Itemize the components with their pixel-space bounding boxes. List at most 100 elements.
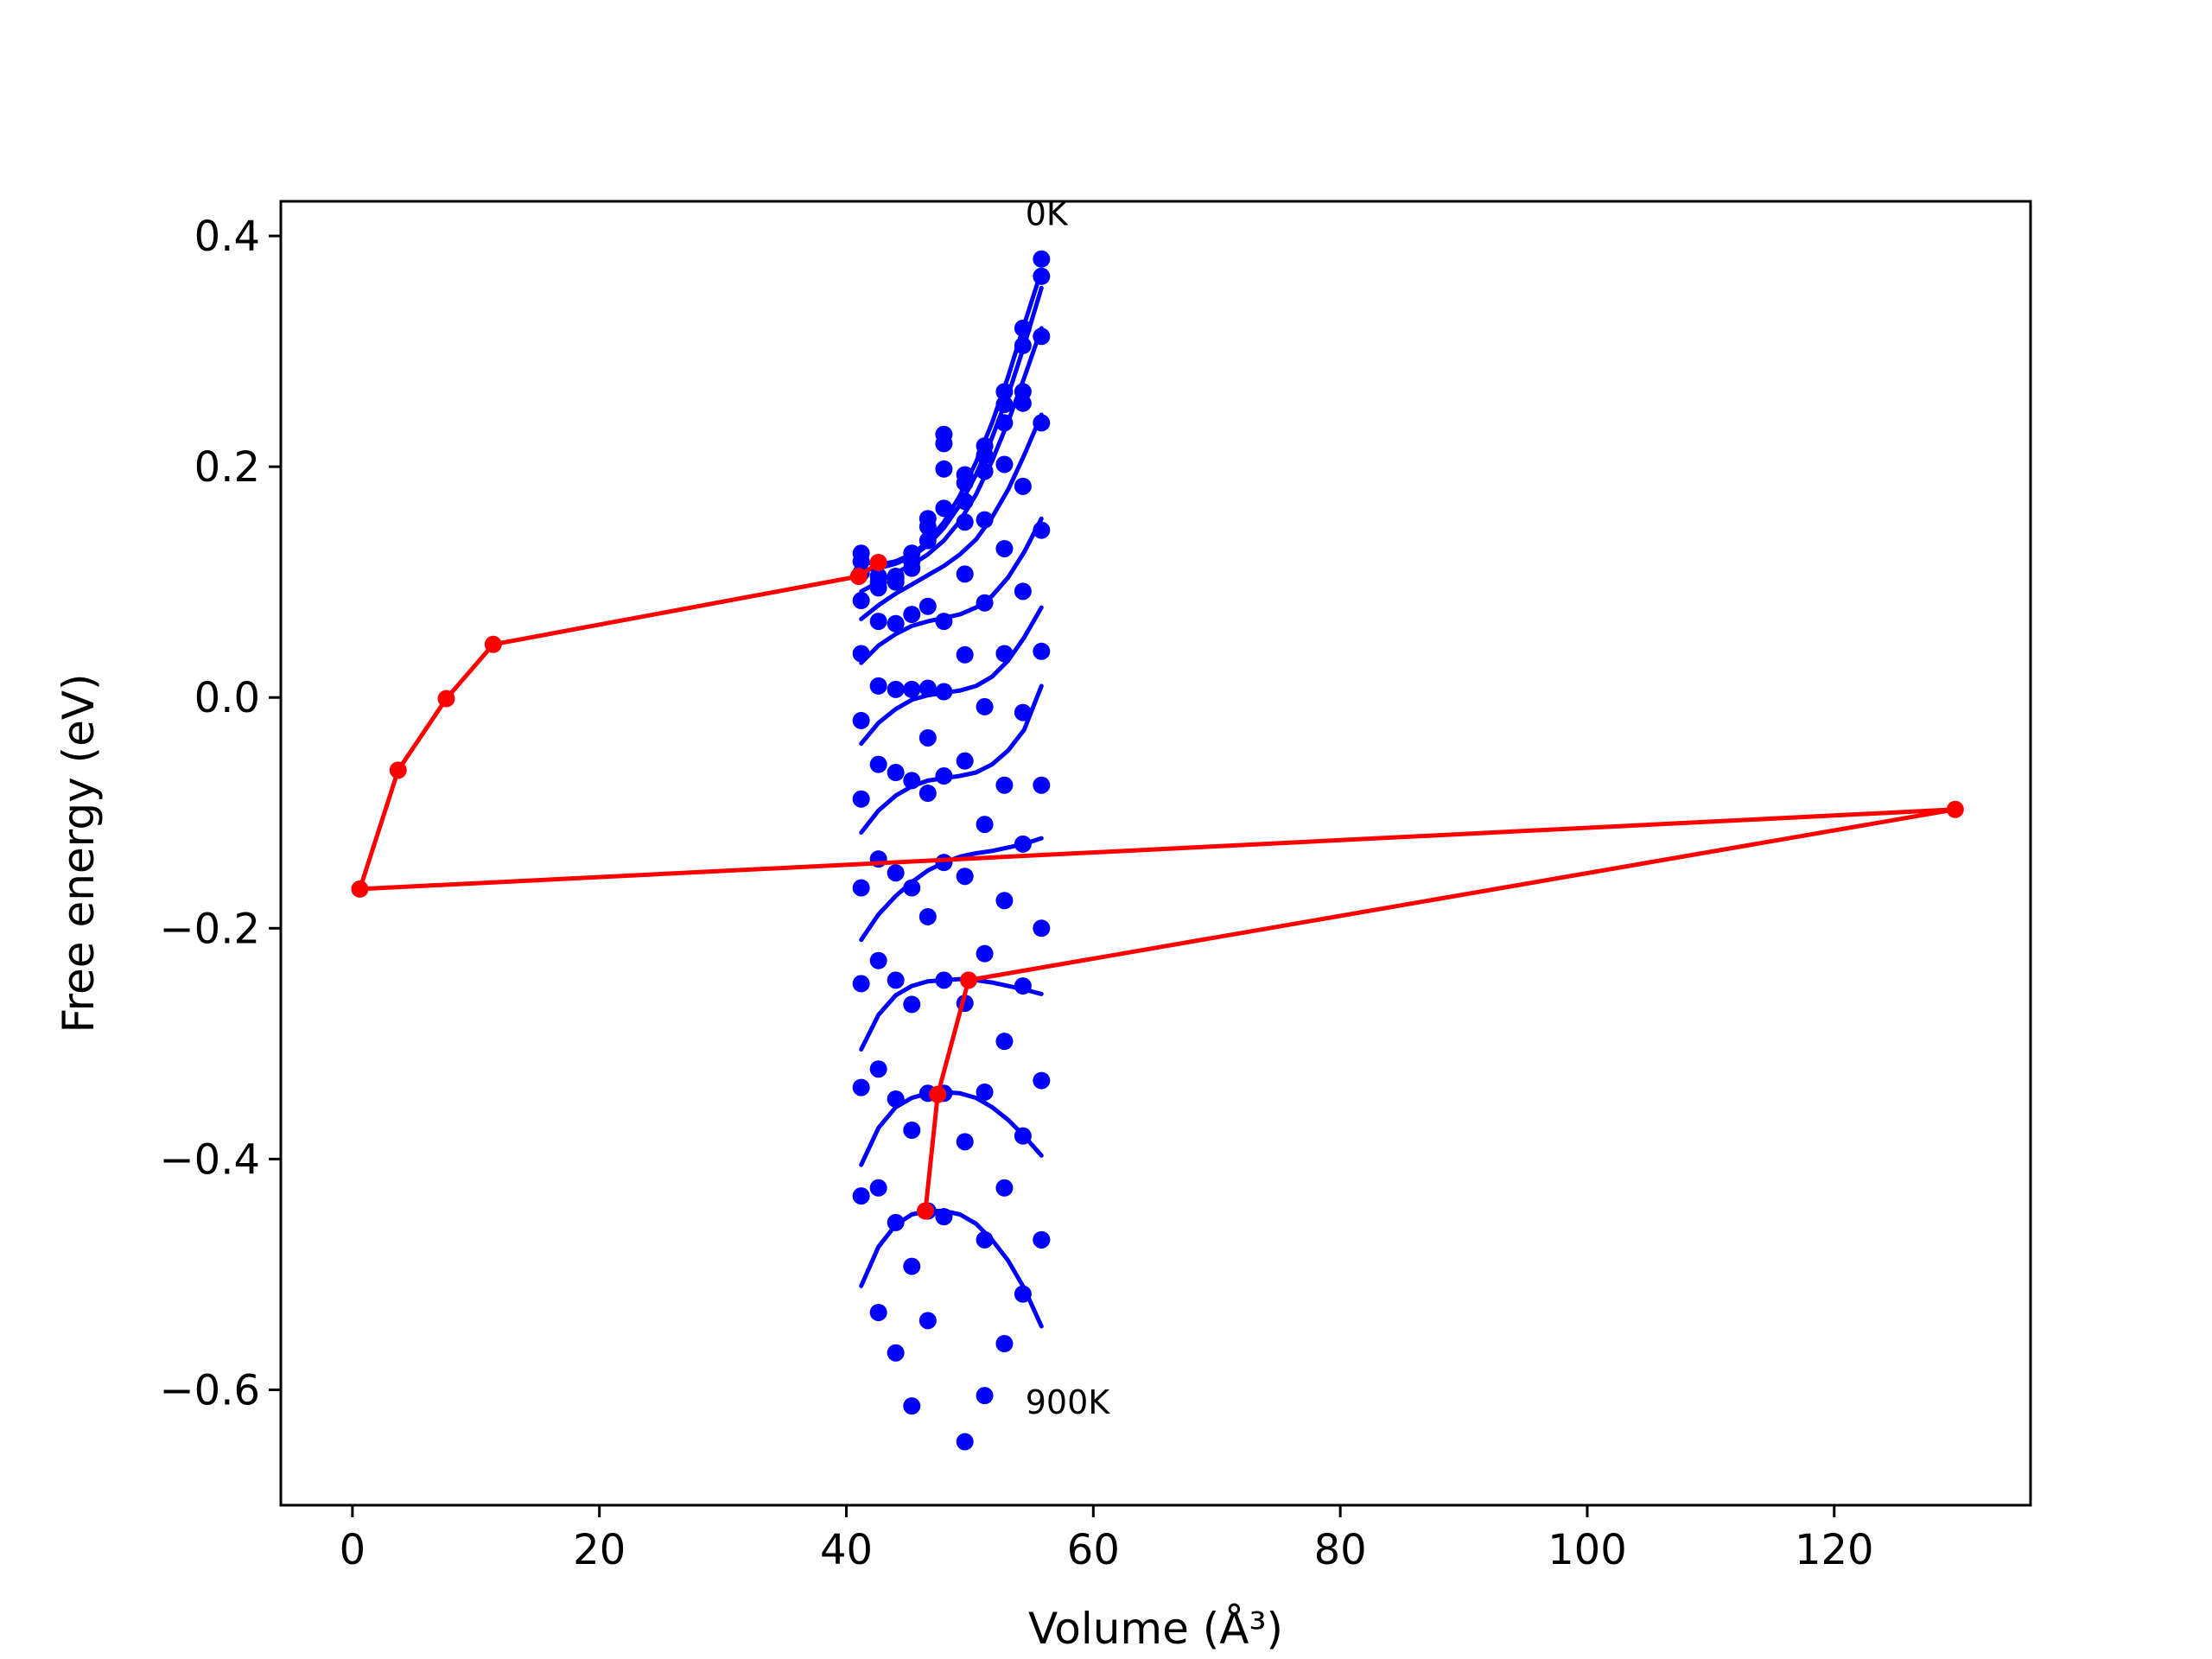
data-point-800k — [852, 975, 870, 993]
x-tick-label: 120 — [1795, 1526, 1874, 1574]
data-point-850k — [1014, 1127, 1032, 1145]
data-point-600k — [918, 785, 937, 803]
data-point-600k — [956, 752, 974, 770]
data-point-700k — [887, 971, 905, 989]
data-point-400k — [852, 645, 870, 663]
data-point-400k — [903, 680, 921, 698]
data-point-700k — [956, 868, 974, 886]
data-point-300k — [887, 614, 905, 632]
x-tick-label: 20 — [573, 1526, 626, 1574]
data-point-800k — [976, 1083, 994, 1101]
data-point-800k — [887, 1090, 905, 1108]
data-point-600k — [852, 790, 870, 808]
data-point-900k — [869, 1303, 887, 1321]
data-point-500k — [918, 728, 937, 747]
data-point-400k — [887, 680, 905, 698]
data-point-100k — [1014, 336, 1032, 354]
x-axis-label: Volume (Å³) — [1028, 1604, 1283, 1654]
data-points — [852, 250, 1051, 1451]
data-point-900k — [1014, 1285, 1032, 1303]
data-point-700k — [903, 995, 921, 1014]
x-tick-label: 0 — [340, 1526, 366, 1574]
data-point-0k — [995, 383, 1014, 401]
data-point-100k — [956, 474, 974, 492]
data-point-700k — [918, 907, 937, 925]
data-point-500k — [1033, 642, 1051, 660]
data-point-300k — [935, 499, 953, 518]
data-point-0k — [1033, 250, 1051, 268]
fitted-curve-400k — [859, 516, 1044, 665]
minimum-path-point — [1946, 800, 1964, 818]
data-point-100k — [935, 435, 953, 453]
data-point-200k — [995, 414, 1014, 432]
data-point-400k — [1033, 521, 1051, 539]
x-tick-label: 40 — [820, 1526, 873, 1574]
data-point-800k — [1033, 1071, 1051, 1090]
data-point-500k — [1014, 582, 1032, 601]
data-point-800k — [869, 1060, 887, 1078]
data-point-300k — [1033, 414, 1051, 432]
data-point-900k — [918, 1312, 937, 1330]
data-point-500k — [956, 645, 974, 664]
y-tick-label: −0.4 — [159, 1135, 260, 1184]
data-point-300k — [995, 455, 1014, 474]
minimum-path-point — [869, 553, 887, 571]
data-point-850k — [956, 1133, 974, 1151]
minimum-path-point — [389, 761, 407, 779]
data-point-850k — [995, 1179, 1014, 1197]
data-point-850k — [852, 1078, 870, 1096]
annotation-0k: 0K — [1026, 194, 1069, 232]
y-axis: −0.6 −0.4 −0.2 0.0 0.2 0.4 — [159, 213, 281, 1414]
y-axis-label: Free energy (eV) — [54, 673, 104, 1033]
data-point-400k — [935, 613, 953, 631]
data-point-400k — [956, 565, 974, 583]
data-point-600k — [1014, 703, 1032, 721]
data-point-300k — [1014, 394, 1032, 412]
data-point-500k — [995, 645, 1014, 663]
y-tick-label: −0.2 — [159, 905, 260, 953]
data-point-800k — [903, 1121, 921, 1139]
data-point-200k — [869, 579, 887, 597]
data-point-600k — [995, 776, 1014, 794]
y-tick-label: 0.2 — [194, 443, 260, 492]
data-point-200k — [956, 493, 974, 511]
data-point-300k — [852, 592, 870, 610]
data-point-700k — [852, 879, 870, 897]
data-point-500k — [869, 755, 887, 773]
data-point-700k — [869, 951, 887, 969]
data-point-900k — [1033, 1230, 1051, 1249]
data-point-850k — [887, 1213, 905, 1231]
data-point-800k — [995, 1033, 1014, 1051]
annotation-900k: 900K — [1026, 1383, 1111, 1421]
data-point-900k — [887, 1344, 905, 1362]
minimum-path-point — [959, 971, 977, 989]
data-point-700k — [1014, 835, 1032, 853]
x-tick-label: 80 — [1314, 1526, 1367, 1574]
data-point-600k — [976, 816, 994, 834]
data-point-900k — [995, 1335, 1014, 1353]
minimum-path — [351, 553, 1964, 1220]
data-point-850k — [976, 1230, 994, 1249]
data-point-700k — [935, 854, 953, 872]
data-point-400k — [976, 594, 994, 612]
data-point-700k — [1033, 919, 1051, 938]
data-point-300k — [918, 597, 937, 615]
data-point-400k — [869, 677, 887, 695]
data-point-500k — [976, 697, 994, 715]
data-point-200k — [935, 460, 953, 478]
data-point-800k — [1014, 977, 1032, 995]
y-tick-label: 0.4 — [194, 213, 260, 261]
data-point-200k — [903, 559, 921, 577]
data-point-900k — [852, 1187, 870, 1205]
data-point-0k — [1014, 319, 1032, 337]
data-point-850k — [869, 1179, 887, 1197]
data-point-200k — [1033, 327, 1051, 346]
x-axis: 0 20 40 60 80 100 120 — [340, 1505, 1874, 1574]
data-point-600k — [903, 879, 921, 897]
plot-area-frame — [279, 200, 2032, 1507]
data-point-800k — [935, 971, 953, 989]
data-point-100k — [918, 518, 937, 536]
data-point-400k — [1014, 477, 1032, 495]
x-tick-label: 60 — [1067, 1526, 1120, 1574]
data-point-500k — [935, 683, 953, 701]
